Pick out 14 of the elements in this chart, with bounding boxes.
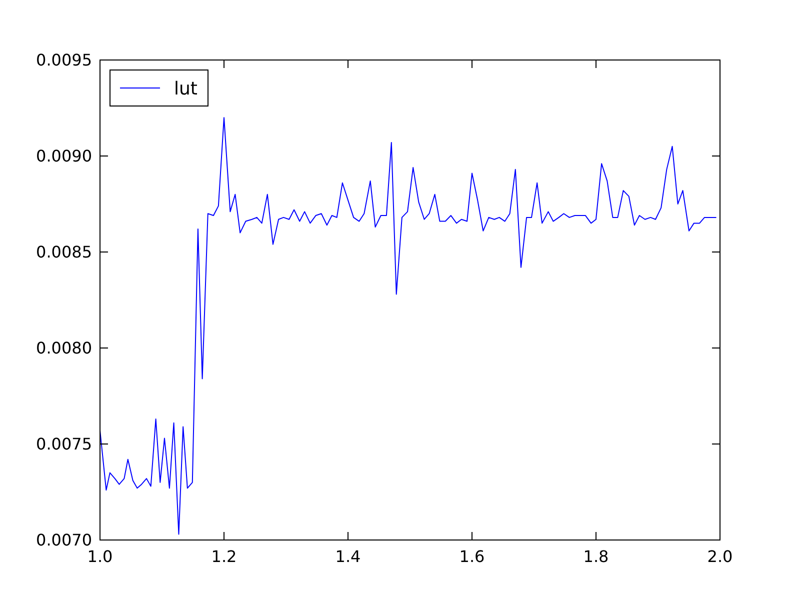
line-series: [100, 117, 717, 535]
x-tick-label: 2.0: [707, 547, 733, 566]
x-tick-label: 1.4: [335, 547, 361, 566]
legend-label: lut: [174, 78, 198, 100]
x-tick-label: 1.0: [87, 547, 113, 566]
y-tick-label: 0.0085: [36, 242, 92, 262]
y-tick-label: 0.0075: [36, 434, 92, 454]
x-tick-label: 1.6: [459, 547, 485, 566]
x-tick-label: 1.2: [211, 547, 237, 566]
y-tick-label: 0.0070: [36, 530, 92, 550]
y-tick-label: 0.0095: [36, 50, 92, 70]
x-tick-label: 1.8: [583, 547, 609, 566]
y-tick-label: 0.0090: [36, 146, 92, 166]
y-tick-label: 0.0080: [36, 338, 92, 358]
